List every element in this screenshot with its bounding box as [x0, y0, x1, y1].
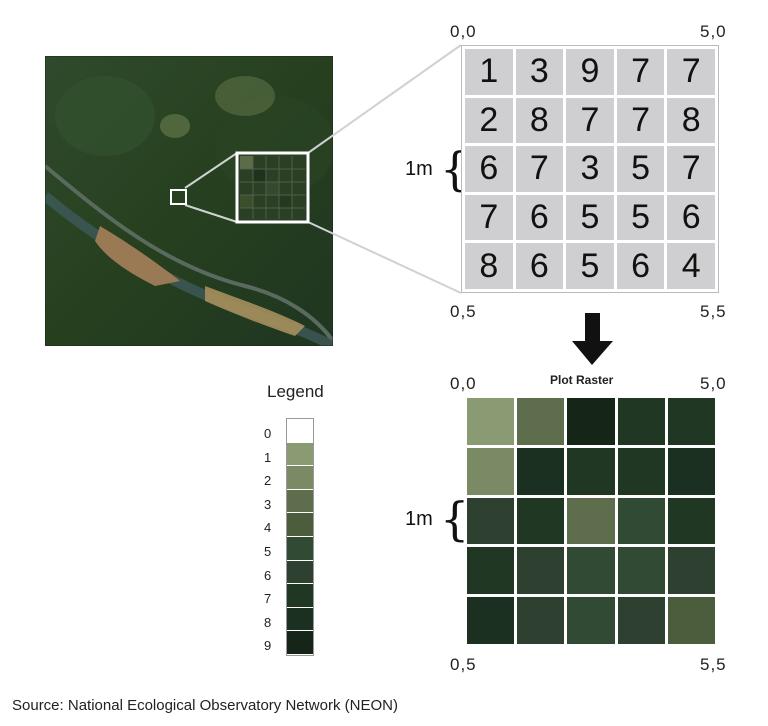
- top-grid-corner-br: 5,5: [700, 302, 727, 321]
- grid-cell-r2-c2: 8: [515, 97, 564, 144]
- plot-cell-r5-c4: [617, 597, 665, 644]
- satellite-image: [45, 56, 333, 346]
- grid-cell-r5-c3: 5: [566, 243, 614, 289]
- grid-cell-r5-c4: 6: [616, 243, 665, 289]
- plot-raster-grid: [464, 395, 718, 647]
- grid-cell-r2-c3: 7: [566, 97, 614, 144]
- grid-cell-r3-c1: 6: [465, 146, 513, 192]
- grid-cell-r1-c2: 3: [515, 49, 564, 95]
- plot-cell-r4-c1: [467, 547, 515, 595]
- grid-cell-r4-c3: 5: [566, 194, 614, 241]
- plot-cell-r1-c3: [567, 398, 615, 445]
- grid-cell-r5-c1: 8: [465, 243, 513, 289]
- top-grid-corner-tl: 0,0: [450, 22, 477, 41]
- plot-corner-bl: 0,5: [450, 655, 477, 674]
- legend-swatch-5: [287, 536, 313, 561]
- grid-cell-r2-c4: 7: [616, 97, 665, 144]
- legend-label-6: 6: [264, 567, 272, 583]
- plot-cell-r3-c4: [617, 497, 665, 545]
- grid-cell-r3-c2: 7: [515, 146, 564, 192]
- legend-label-9: 9: [264, 638, 272, 654]
- legend-swatch-9: [287, 631, 313, 655]
- plot-corner-br: 5,5: [700, 655, 727, 674]
- legend-label-8: 8: [264, 614, 272, 630]
- legend-label-0: 0: [264, 426, 272, 441]
- plot-cell-r3-c2: [517, 497, 565, 545]
- plot-cell-r2-c2: [517, 447, 565, 495]
- grid-cell-r2-c1: 2: [465, 97, 513, 144]
- plot-cell-r5-c5: [667, 597, 715, 644]
- legend-label-2: 2: [264, 473, 272, 489]
- plot-corner-tr: 5,0: [700, 374, 727, 393]
- top-grid-corner-bl: 0,5: [450, 302, 477, 321]
- grid-cell-r4-c2: 6: [515, 194, 564, 241]
- legend-label-5: 5: [264, 544, 272, 559]
- plot-cell-r2-c4: [617, 447, 665, 495]
- top-grid-corner-tr: 5,0: [700, 22, 727, 41]
- grid-cell-r4-c5: 6: [667, 194, 715, 241]
- legend-label-3: 3: [264, 496, 272, 512]
- plot-cell-r4-c2: [517, 547, 565, 595]
- grid-cell-r4-c1: 7: [465, 194, 513, 241]
- plot-scale-label: 1m: [405, 508, 433, 530]
- plot-cell-r2-c1: [467, 447, 515, 495]
- plot-cell-r1-c1: [467, 398, 515, 445]
- legend-swatch-7: [287, 584, 313, 608]
- legend-swatch-8: [287, 607, 313, 632]
- plot-cell-r4-c4: [617, 547, 665, 595]
- legend-label-7: 7: [264, 591, 272, 607]
- grid-cell-r1-c4: 7: [616, 49, 665, 95]
- legend-swatch-1: [287, 442, 313, 467]
- plot-cell-r4-c3: [567, 547, 615, 595]
- top-grid-scale-label: 1m: [405, 158, 433, 180]
- grid-cell-r1-c5: 7: [667, 49, 715, 95]
- plot-cell-r1-c5: [667, 398, 715, 445]
- grid-cell-r3-c5: 7: [667, 146, 715, 192]
- grid-cell-r4-c4: 5: [616, 194, 665, 241]
- down-arrow-icon: [572, 313, 613, 365]
- grid-cell-r3-c3: 3: [566, 146, 614, 192]
- legend-swatch-3: [287, 489, 313, 514]
- plot-cell-r4-c5: [667, 547, 715, 595]
- legend-color-bar: [286, 418, 314, 656]
- plot-cell-r5-c1: [467, 597, 515, 644]
- legend-swatch-6: [287, 560, 313, 585]
- legend-swatch-4: [287, 513, 313, 537]
- grid-cell-r5-c5: 4: [667, 243, 715, 289]
- legend-label-1: 1: [264, 449, 272, 465]
- legend-swatch-2: [287, 466, 313, 490]
- grid-cell-r1-c1: 1: [465, 49, 513, 95]
- legend-swatch-0: [287, 419, 313, 443]
- grid-cell-r5-c2: 6: [515, 243, 564, 289]
- source-caption: Source: National Ecological Observatory …: [12, 697, 398, 714]
- legend-title: Legend: [267, 382, 324, 401]
- plot-cell-r1-c2: [517, 398, 565, 445]
- plot-cell-r3-c1: [467, 497, 515, 545]
- legend-label-4: 4: [264, 520, 272, 536]
- plot-cell-r3-c3: [567, 497, 615, 545]
- plot-cell-r2-c3: [567, 447, 615, 495]
- plot-raster-title: Plot Raster: [550, 373, 614, 387]
- grid-cell-r2-c5: 8: [667, 97, 715, 144]
- grid-cell-r1-c3: 9: [566, 49, 614, 95]
- plot-cell-r2-c5: [667, 447, 715, 495]
- plot-corner-tl: 0,0: [450, 374, 477, 393]
- plot-cell-r5-c3: [567, 597, 615, 644]
- grid-cell-r3-c4: 5: [616, 146, 665, 192]
- plot-cell-r5-c2: [517, 597, 565, 644]
- plot-cell-r3-c5: [667, 497, 715, 545]
- plot-cell-r1-c4: [617, 398, 665, 445]
